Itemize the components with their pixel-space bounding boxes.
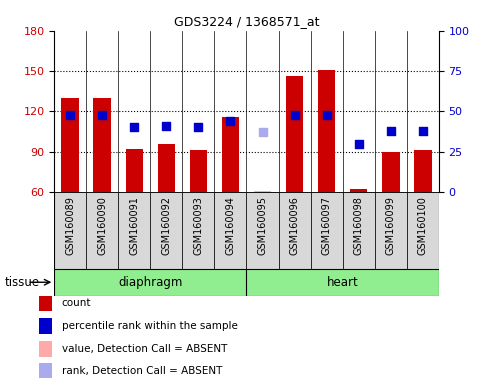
- Bar: [94, 98, 111, 192]
- Bar: [54, 192, 86, 269]
- Text: rank, Detection Call = ABSENT: rank, Detection Call = ABSENT: [62, 366, 222, 376]
- Text: GSM160098: GSM160098: [353, 196, 364, 255]
- Text: GSM160096: GSM160096: [289, 196, 300, 255]
- Bar: [246, 269, 439, 296]
- Point: [258, 129, 266, 136]
- Bar: [39, 296, 52, 311]
- Title: GDS3224 / 1368571_at: GDS3224 / 1368571_at: [174, 15, 319, 28]
- Bar: [126, 149, 143, 192]
- Bar: [39, 341, 52, 356]
- Bar: [343, 192, 375, 269]
- Text: GSM160093: GSM160093: [193, 196, 204, 255]
- Bar: [279, 192, 311, 269]
- Text: GSM160094: GSM160094: [225, 196, 236, 255]
- Bar: [222, 117, 239, 192]
- Bar: [214, 192, 246, 269]
- Text: percentile rank within the sample: percentile rank within the sample: [62, 321, 238, 331]
- Bar: [190, 151, 207, 192]
- Point: [194, 124, 202, 131]
- Point: [98, 111, 106, 118]
- Bar: [318, 70, 335, 192]
- Text: GSM160097: GSM160097: [321, 196, 332, 255]
- Bar: [286, 76, 303, 192]
- Point: [66, 111, 74, 118]
- Bar: [86, 192, 118, 269]
- Point: [226, 118, 234, 124]
- Bar: [158, 144, 175, 192]
- Bar: [414, 151, 431, 192]
- Point: [387, 127, 394, 134]
- Point: [290, 111, 298, 118]
- Text: diaphragm: diaphragm: [118, 276, 182, 289]
- Bar: [246, 192, 279, 269]
- Point: [419, 127, 426, 134]
- Bar: [39, 363, 52, 379]
- Point: [130, 124, 138, 131]
- Point: [162, 123, 170, 129]
- Bar: [118, 192, 150, 269]
- Text: GSM160089: GSM160089: [65, 196, 75, 255]
- Text: heart: heart: [327, 276, 358, 289]
- Point: [322, 111, 330, 118]
- Bar: [350, 189, 367, 192]
- Text: GSM160100: GSM160100: [418, 196, 428, 255]
- Bar: [382, 152, 399, 192]
- Text: value, Detection Call = ABSENT: value, Detection Call = ABSENT: [62, 344, 227, 354]
- Text: GSM160092: GSM160092: [161, 196, 172, 255]
- Bar: [39, 318, 52, 334]
- Bar: [54, 269, 246, 296]
- Bar: [182, 192, 214, 269]
- Text: GSM160095: GSM160095: [257, 196, 268, 255]
- Bar: [407, 192, 439, 269]
- Bar: [311, 192, 343, 269]
- Text: GSM160090: GSM160090: [97, 196, 107, 255]
- Bar: [375, 192, 407, 269]
- Bar: [150, 192, 182, 269]
- Text: GSM160099: GSM160099: [386, 196, 396, 255]
- Text: tissue: tissue: [5, 276, 40, 289]
- Text: count: count: [62, 298, 91, 308]
- Bar: [254, 191, 271, 192]
- Text: GSM160091: GSM160091: [129, 196, 140, 255]
- Point: [354, 141, 362, 147]
- Bar: [62, 98, 79, 192]
